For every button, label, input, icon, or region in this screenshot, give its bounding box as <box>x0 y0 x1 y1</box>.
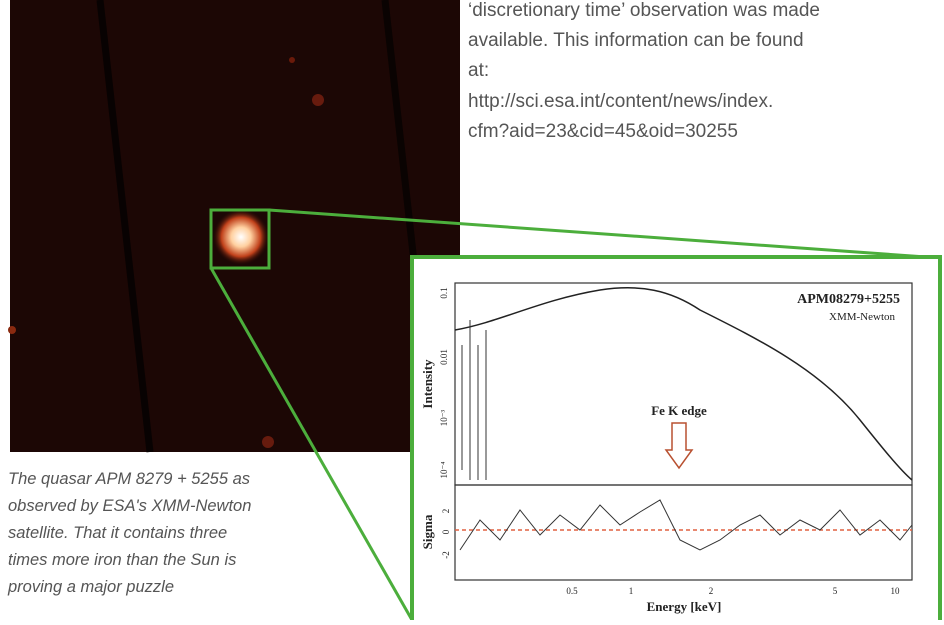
y-axis-label: Sigma <box>420 514 435 549</box>
xray-image <box>8 0 460 452</box>
y-tick-label: 0.01 <box>439 349 449 365</box>
text-block: ‘discretionary time’ observation was mad… <box>468 0 820 142</box>
y-axis-label: Intensity <box>420 359 435 409</box>
x-tick-label: 1 <box>629 586 634 596</box>
text-line: at: <box>468 60 489 81</box>
x-tick-label: 10 <box>891 586 901 596</box>
y-tick-label: 10⁻³ <box>439 409 449 426</box>
caption-line: satellite. That it contains three <box>8 524 227 542</box>
caption-line: The quasar APM 8279 + 5255 as <box>8 470 250 488</box>
x-tick-label: 5 <box>833 586 838 596</box>
annotation: Fe K edge <box>651 403 707 418</box>
x-axis-label: Energy [keV] <box>647 599 722 614</box>
figure-subtitle: XMM-Newton <box>829 311 895 323</box>
text-line: ‘discretionary time’ observation was mad… <box>468 0 820 21</box>
x-tick-label: 2 <box>709 586 714 596</box>
y-tick-label: 10⁻⁴ <box>439 462 449 479</box>
spectrum-inset: APM08279+5255 XMM-Newton Fe K edge Inten… <box>412 257 940 620</box>
y-tick-label: 0.1 <box>439 287 449 298</box>
page: ‘discretionary time’ observation was mad… <box>0 0 944 620</box>
y-tick-label: 2 <box>441 509 451 514</box>
caption-line: proving a major puzzle <box>7 578 174 596</box>
text-line: available. This information can be found <box>468 30 804 51</box>
caption: The quasar APM 8279 + 5255 as observed b… <box>7 470 251 596</box>
y-tick-label: 0 <box>441 529 451 534</box>
figure-title: APM08279+5255 <box>797 292 900 307</box>
caption-line: observed by ESA's XMM-Newton <box>8 497 251 515</box>
caption-line: times more iron than the Sun is <box>8 551 236 569</box>
y-tick-label: -2 <box>441 551 451 559</box>
text-line: cfm?aid=23&cid=45&oid=30255 <box>468 121 738 142</box>
x-tick-label: 0.5 <box>566 586 578 596</box>
text-line: http://sci.esa.int/content/news/index. <box>468 91 773 112</box>
